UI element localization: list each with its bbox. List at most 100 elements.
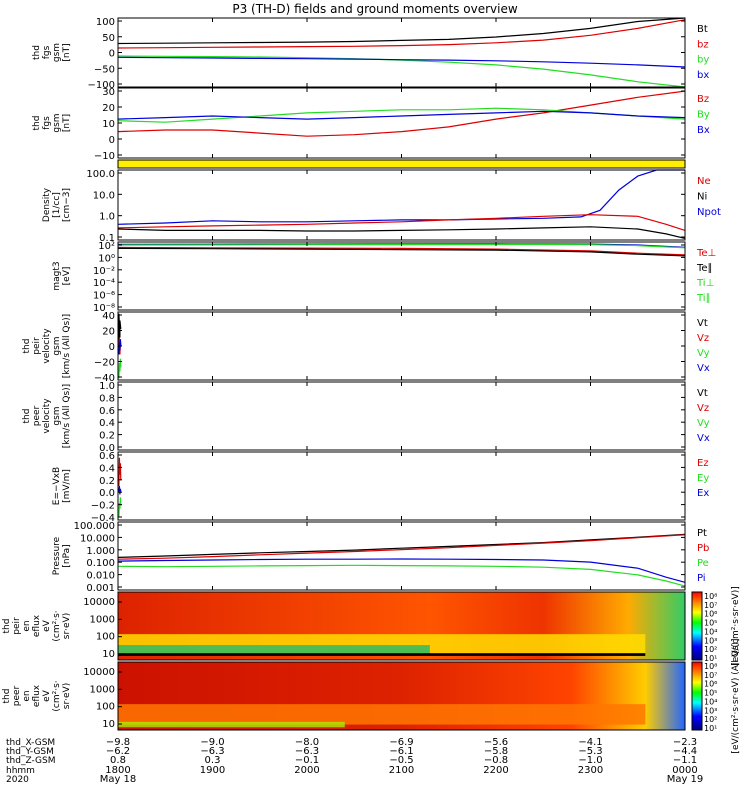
ylabel-line: fgs — [42, 116, 52, 130]
colorbar-tick: 10⁵ — [704, 689, 717, 698]
colorbar-tick: 10⁸ — [704, 592, 717, 601]
ytick-label: 0 — [109, 135, 115, 146]
xaxis-row-label: thd_Y-GSM — [6, 747, 54, 757]
series-line-3 — [117, 243, 686, 249]
ytick-label: −0.4 — [91, 513, 115, 524]
colorbar-tick: 10¹ — [704, 654, 717, 663]
ylabel-line: thd — [32, 45, 42, 60]
ytick-label: 10000 — [83, 667, 115, 678]
colorbar-tick: 10⁸ — [704, 662, 717, 671]
ylabel-line: thd — [2, 689, 12, 704]
ytick-label: 1000 — [90, 614, 115, 625]
ylabel-line: peir — [12, 617, 22, 635]
legend-entry: Pi — [697, 573, 706, 584]
series-line-2 — [118, 485, 122, 495]
ytick-label: 10 — [102, 649, 115, 660]
legend-entry: Ne — [697, 176, 711, 187]
colorbar-tick: 10³ — [704, 706, 717, 715]
colorbar — [691, 661, 703, 731]
ytick-label: 0.4 — [99, 463, 115, 474]
ytick-label: 10.000 — [80, 533, 115, 544]
xaxis-value: 1800 — [105, 765, 130, 776]
ytick-label: 10000 — [83, 597, 115, 608]
xaxis-value: −6.1 — [389, 746, 413, 757]
ytick-label: 10 — [102, 719, 115, 730]
xaxis-value: 0000 — [672, 765, 697, 776]
legend-entry: Ey — [697, 473, 709, 484]
legend-entry: Pb — [697, 543, 709, 554]
series-line-0 — [117, 533, 686, 558]
ytick-label: 10⁻⁸ — [93, 303, 115, 314]
xaxis-value: May 19 — [667, 774, 704, 785]
series-line-1 — [118, 497, 122, 518]
ylabel-line: gsm — [52, 406, 62, 425]
ytick-label: 10.0 — [93, 190, 115, 201]
ytick-label: −10 — [94, 151, 115, 162]
ytick-label: 50 — [102, 33, 115, 44]
legend-entry: by — [697, 55, 709, 66]
ytick-label: 1.0 — [99, 212, 115, 223]
xaxis-value: −0.1 — [295, 755, 319, 766]
ytick-label: 40 — [102, 311, 115, 322]
ylabel-line: velocity — [42, 398, 52, 434]
xaxis-value: −1.1 — [673, 755, 697, 766]
ylabel-line: gsm — [52, 336, 62, 355]
xaxis-value: 0.8 — [110, 755, 126, 766]
ytick-label: 0.8 — [99, 393, 115, 404]
xaxis-value: −9.0 — [200, 737, 224, 748]
ytick-label: 20 — [102, 327, 115, 338]
colorbar — [691, 591, 703, 661]
page-title: P3 (TH-D) fields and ground moments over… — [232, 2, 518, 16]
ytick-label: 0.0 — [99, 443, 115, 454]
legend-entry: Vx — [697, 433, 710, 444]
ytick-label: 0.001 — [86, 583, 115, 594]
series-line-3 — [117, 56, 686, 68]
ytick-label: 10⁻⁴ — [93, 278, 115, 289]
ylabel-line: magt3 — [52, 261, 62, 290]
ytick-label: 0.1 — [99, 233, 115, 244]
legend-entry: Npot — [697, 207, 721, 218]
spectrogram-noise-band — [118, 653, 646, 656]
ylabel-line: thd — [32, 116, 42, 131]
ylabel-line: gsm — [52, 43, 62, 62]
series-line-0 — [117, 90, 686, 137]
ytick-label: 100 — [96, 702, 115, 713]
legend-entry: Ti∥ — [696, 293, 711, 304]
colorbar-tick: 10⁶ — [704, 680, 717, 689]
xaxis-value: −4.4 — [673, 746, 697, 757]
colorbar-tick: 10⁴ — [704, 697, 717, 706]
series-line-2 — [117, 558, 686, 583]
panel-background — [118, 522, 685, 590]
xaxis-value: −6.9 — [389, 737, 413, 748]
ylabel-line: [1/cc] — [52, 192, 62, 218]
ylabel-line: sr·eV) — [62, 613, 72, 639]
legend-entry: Pe — [697, 558, 709, 569]
ylabel-line: fgs — [42, 45, 52, 59]
ytick-label: 10⁻⁶ — [93, 291, 115, 302]
legend-entry: Vz — [697, 333, 709, 344]
ylabel-line: E=−VxB — [52, 467, 62, 505]
ylabel-line: [eV] — [62, 267, 72, 286]
ytick-label: 20 — [102, 103, 115, 114]
ytick-label: 10² — [98, 241, 115, 252]
ytick-label: −20 — [94, 358, 115, 369]
legend-entry: Bz — [697, 94, 709, 105]
xaxis-value: −8.0 — [295, 737, 319, 748]
xaxis-row-label: hhmm — [6, 766, 35, 776]
ytick-label: −40 — [94, 373, 115, 384]
ytick-label: 0.0 — [99, 488, 115, 499]
panel-background — [118, 382, 685, 450]
ylabel-line: Density — [42, 187, 52, 222]
ytick-label: 100.000 — [74, 521, 115, 532]
ytick-label: 1.0 — [99, 381, 115, 392]
legend-entry: Vt — [697, 318, 708, 329]
ytick-label: 10 — [102, 119, 115, 130]
ylabel-line: (cm²·s· — [52, 680, 62, 711]
ylabel-line: [cm−3] — [62, 188, 72, 222]
series-line-2 — [117, 247, 686, 257]
xaxis-row-label: thd_X-GSM — [6, 738, 55, 748]
xaxis-value: 2000 — [294, 765, 319, 776]
xaxis-value: −5.3 — [578, 746, 602, 757]
spectrogram-low-energy-band — [118, 704, 646, 725]
